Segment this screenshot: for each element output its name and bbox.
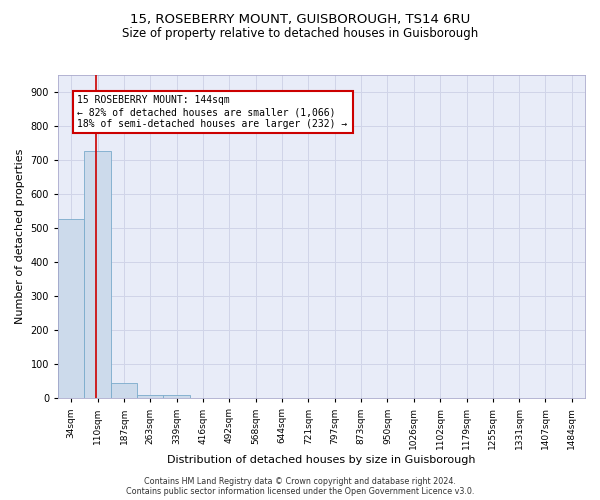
Bar xyxy=(137,394,163,398)
Bar xyxy=(85,151,111,398)
Text: Contains public sector information licensed under the Open Government Licence v3: Contains public sector information licen… xyxy=(126,486,474,496)
Text: Contains HM Land Registry data © Crown copyright and database right 2024.: Contains HM Land Registry data © Crown c… xyxy=(144,476,456,486)
Text: 15, ROSEBERRY MOUNT, GUISBOROUGH, TS14 6RU: 15, ROSEBERRY MOUNT, GUISBOROUGH, TS14 6… xyxy=(130,12,470,26)
Bar xyxy=(163,395,190,398)
X-axis label: Distribution of detached houses by size in Guisborough: Distribution of detached houses by size … xyxy=(167,455,476,465)
Y-axis label: Number of detached properties: Number of detached properties xyxy=(15,149,25,324)
Text: Size of property relative to detached houses in Guisborough: Size of property relative to detached ho… xyxy=(122,28,478,40)
Text: 15 ROSEBERRY MOUNT: 144sqm
← 82% of detached houses are smaller (1,066)
18% of s: 15 ROSEBERRY MOUNT: 144sqm ← 82% of deta… xyxy=(77,96,347,128)
Bar xyxy=(58,219,85,398)
Bar xyxy=(111,382,137,398)
